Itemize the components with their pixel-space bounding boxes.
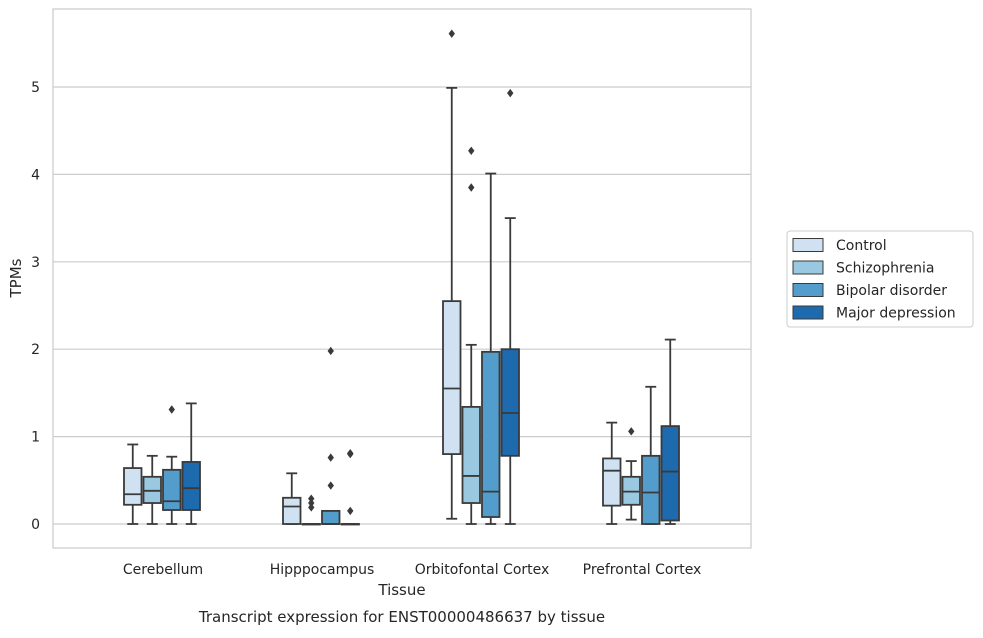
- box-group: [602, 421, 622, 525]
- legend-label: Bipolar disorder: [836, 283, 947, 299]
- x-tick-label: Hipppocampus: [270, 562, 375, 578]
- box-group: [442, 29, 462, 520]
- legend-swatch: [792, 238, 824, 252]
- box-group: [461, 146, 481, 525]
- box-group: [123, 443, 143, 525]
- y-tick-label: 4: [31, 167, 40, 183]
- y-tick-label: 2: [31, 342, 40, 358]
- box-iqr: [123, 467, 143, 506]
- legend-swatch: [792, 305, 824, 320]
- outlier-point: [507, 88, 514, 98]
- box-group: [142, 454, 162, 525]
- box-iqr: [282, 496, 302, 525]
- legend-swatch: [792, 260, 824, 275]
- outlier-point: [308, 503, 315, 512]
- outlier-point: [327, 481, 334, 490]
- outlier-point: [628, 427, 635, 436]
- box-iqr: [602, 457, 622, 507]
- box-iqr: [500, 348, 520, 457]
- y-tick-label: 1: [31, 430, 40, 446]
- x-axis-label: Tissue: [377, 581, 425, 599]
- y-tick-label: 5: [31, 80, 40, 96]
- box-group: [500, 88, 520, 525]
- outlier-point: [327, 346, 334, 356]
- box-group: [181, 402, 201, 525]
- box-group: [641, 385, 661, 525]
- y-tick-label: 0: [31, 517, 40, 533]
- y-tick-labels: 0 1 2 3 4 5: [31, 80, 40, 533]
- y-axis-label: TPMs: [7, 258, 25, 298]
- x-tick-label: Orbitofontal Cortex: [415, 562, 550, 578]
- box-iqr: [321, 509, 341, 525]
- x-tick-label: Prefrontal Cortex: [583, 562, 702, 578]
- box-group: [282, 472, 302, 525]
- box-iqr: [181, 461, 201, 511]
- outlier-point: [448, 29, 455, 38]
- legend-swatch: [792, 283, 824, 297]
- outlier-point: [347, 506, 354, 516]
- plot-background: [53, 9, 751, 548]
- box-group: [301, 494, 321, 526]
- x-tick-labels: Cerebellum Hipppocampus Orbitofontal Corte…: [123, 562, 701, 578]
- box-group: [321, 346, 341, 525]
- box-iqr: [442, 300, 462, 455]
- box-group: [340, 449, 360, 526]
- legend-label: Control: [836, 238, 887, 254]
- outlier-point: [168, 405, 175, 414]
- legend: Control Schizophrenia Bipolar disorder Majo…: [786, 230, 974, 328]
- x-tick-label: Cerebellum: [123, 562, 203, 578]
- box-group: [621, 427, 641, 521]
- boxes: [123, 29, 680, 526]
- figure-caption: Transcript expression for ENST0000048663…: [198, 608, 605, 626]
- box-iqr: [162, 468, 182, 511]
- outlier-point: [347, 449, 354, 458]
- outlier-point: [308, 494, 315, 503]
- outlier-point: [308, 498, 315, 508]
- legend-label: Major depression: [836, 306, 956, 322]
- box-group: [481, 172, 501, 525]
- outlier-point: [468, 146, 475, 156]
- plot-frame: [52, 8, 752, 549]
- box-iqr: [660, 425, 680, 522]
- box-iqr: [481, 350, 501, 518]
- box-iqr: [641, 454, 661, 525]
- outlier-point: [327, 453, 334, 462]
- box-group: [162, 405, 182, 525]
- box-group: [660, 338, 680, 525]
- legend-frame: [786, 230, 974, 328]
- box-iqr: [461, 405, 481, 504]
- outlier-point: [468, 183, 475, 192]
- legend-label: Schizophrenia: [836, 261, 934, 277]
- y-tick-label: 3: [31, 255, 40, 271]
